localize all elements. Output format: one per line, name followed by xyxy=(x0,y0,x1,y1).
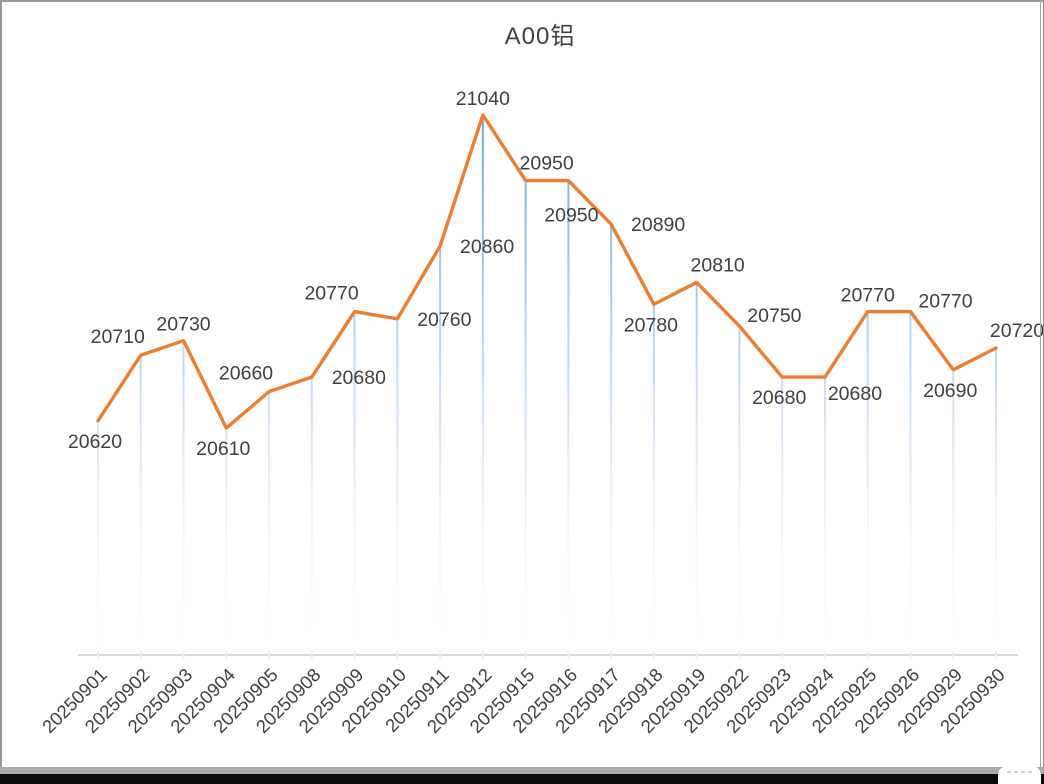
data-label: 20610 xyxy=(196,438,250,460)
data-label: 20890 xyxy=(631,214,685,236)
window-border-left xyxy=(0,0,2,770)
chart-title: A00铝 xyxy=(504,23,576,50)
price-line-series xyxy=(96,113,998,430)
data-label: 20770 xyxy=(841,285,895,307)
data-label: 20810 xyxy=(691,254,745,276)
bottom-black-strip xyxy=(0,774,1044,784)
data-label: 20720 xyxy=(990,320,1044,342)
data-label: 20770 xyxy=(918,291,972,313)
data-label: 20780 xyxy=(624,314,678,336)
data-label: 20680 xyxy=(752,387,806,409)
data-label: 20750 xyxy=(747,305,801,327)
data-label: 20950 xyxy=(544,205,598,227)
bottom-right-handle[interactable] xyxy=(998,766,1041,784)
data-label: 20660 xyxy=(219,363,273,385)
data-label: 21040 xyxy=(456,88,510,110)
data-label: 20760 xyxy=(417,309,471,331)
data-label: 20770 xyxy=(304,283,358,305)
data-label: 20860 xyxy=(460,236,514,258)
data-label: 20680 xyxy=(828,383,882,405)
data-label: 20680 xyxy=(332,367,386,389)
window-border-top xyxy=(0,0,1044,2)
data-label: 20690 xyxy=(923,380,977,402)
data-label: 20710 xyxy=(91,326,145,348)
data-label: 20950 xyxy=(520,153,574,175)
window-border-right-inner xyxy=(1040,0,1041,770)
bottom-gray-strip xyxy=(0,767,1044,774)
data-label: 20730 xyxy=(156,314,210,336)
data-label: 20620 xyxy=(68,431,122,453)
